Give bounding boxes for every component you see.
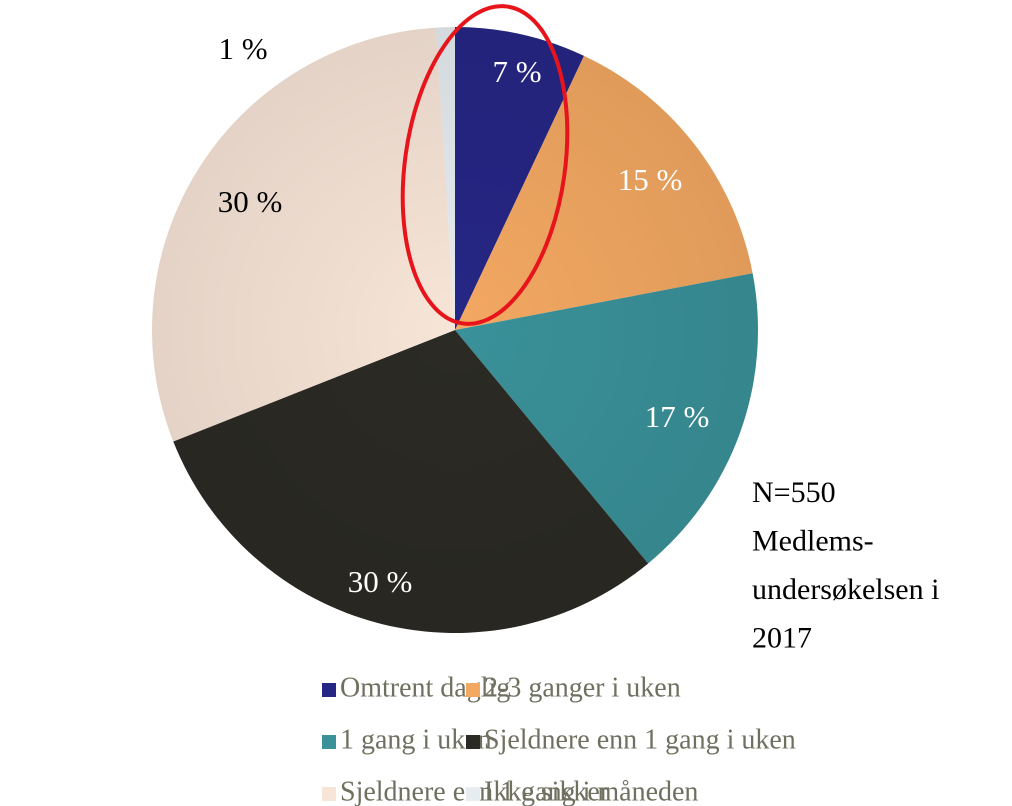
legend-swatch (322, 787, 336, 801)
data-label: 30 % (218, 184, 283, 219)
data-label: 17 % (645, 399, 710, 434)
legend-label: Omtrent daglig (340, 672, 510, 703)
pie (151, 27, 758, 634)
legend-label: Sjeldnere enn 1 gang i måneden (340, 776, 698, 806)
data-label: 7 % (492, 54, 541, 89)
legend-label: Sjeldnere enn 1 gang i uken (484, 724, 796, 755)
legend-swatch (322, 683, 336, 697)
annotation: Medlems- (752, 524, 874, 557)
legend-swatch (466, 735, 480, 749)
legend-label: Ikke sikker (484, 776, 610, 806)
legend-swatch (322, 735, 336, 749)
pie-shading (152, 27, 758, 633)
highlight-ellipse (400, 4, 570, 326)
data-label: 30 % (348, 564, 413, 599)
legend-label: 2-3 ganger i uken (484, 672, 681, 703)
annotation: N=550 (752, 476, 836, 509)
data-label: 1 % (218, 31, 267, 66)
annotation: 2017 (752, 621, 812, 654)
data-label: 15 % (618, 162, 683, 197)
legend-swatch (466, 683, 480, 697)
legend-swatch (466, 787, 480, 801)
annotation: undersøkelsen i (752, 573, 939, 606)
